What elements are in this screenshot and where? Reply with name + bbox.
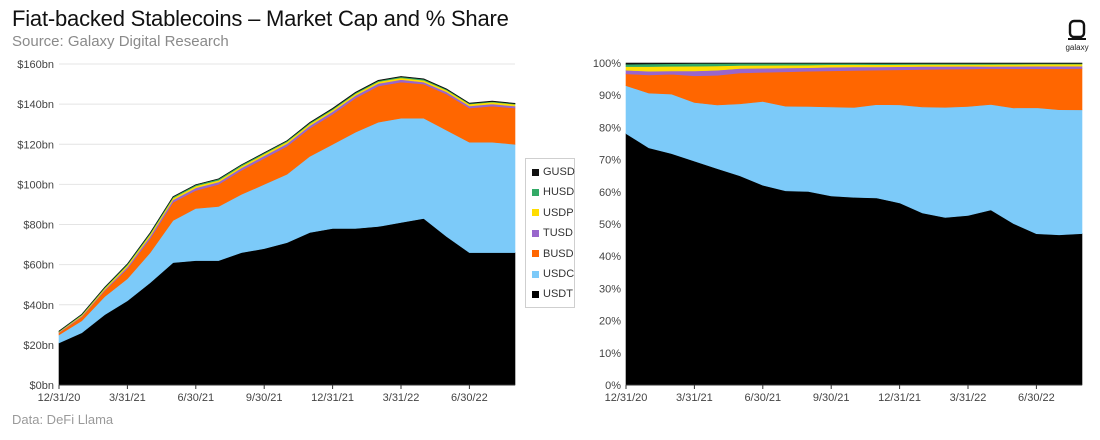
cap-y-tick-label: $80bn <box>23 220 54 232</box>
logo-text: galaxy <box>1065 43 1089 52</box>
cap-x-tick-label: 6/30/21 <box>177 392 214 404</box>
share-x-tick-label: 3/31/22 <box>950 392 987 404</box>
legend-item-usdc: USDC <box>532 268 574 280</box>
cap-area-gusd <box>58 76 516 332</box>
legend-label: USDT <box>543 288 573 301</box>
legend-item-gusd: GUSD <box>532 166 575 178</box>
cap-area-usdt <box>58 218 516 386</box>
legend-swatch <box>532 209 539 217</box>
legend-swatch <box>532 168 539 176</box>
share-y-tick-label: 40% <box>599 251 621 263</box>
cap-y-tick-label: $120bn <box>17 139 54 151</box>
share-x-tick-label: 12/31/20 <box>605 392 648 404</box>
share-x-tick-label: 3/31/21 <box>676 392 713 404</box>
legend-label: TUSD <box>543 227 573 240</box>
share-x-tick-label: 12/31/21 <box>878 392 921 404</box>
legend-swatch <box>532 290 539 298</box>
legend-label: GUSD <box>543 166 575 178</box>
cap-y-tick-label: $0bn <box>30 380 54 392</box>
legend-item-busd: BUSD <box>532 248 574 260</box>
cap-y-tick-label: $140bn <box>17 99 54 111</box>
data-source-footer: Data: DeFi Llama <box>12 412 114 427</box>
cap-x-tick-label: 12/31/20 <box>38 392 81 404</box>
share-x-tick-label: 6/30/21 <box>744 392 781 404</box>
share-y-tick-label: 70% <box>599 155 621 167</box>
legend-item-usdp: USDP <box>532 207 574 219</box>
legend: GUSD HUSD USDP TUSD BUSD USDC USDT <box>525 158 575 308</box>
cap-x-tick-label: 12/31/21 <box>311 392 354 404</box>
cap-x-tick-label: 3/31/22 <box>383 392 420 404</box>
share-y-tick-label: 30% <box>599 283 621 295</box>
share-y-tick-label: 50% <box>599 219 621 231</box>
galaxy-logo-icon <box>1068 19 1086 40</box>
share-y-tick-label: 90% <box>599 90 621 102</box>
chart-title: Fiat-backed Stablecoins – Market Cap and… <box>12 6 509 31</box>
cap-y-tick-label: $20bn <box>23 340 54 352</box>
legend-label: USDC <box>543 268 575 280</box>
share-y-tick-label: 60% <box>599 187 621 199</box>
share-y-tick-label: 10% <box>599 348 621 360</box>
share-y-tick-label: 100% <box>593 58 621 70</box>
cap-y-tick-label: $160bn <box>17 59 54 71</box>
share-y-tick-label: 20% <box>599 316 621 328</box>
legend-swatch <box>532 188 539 196</box>
cap-y-tick-label: $100bn <box>17 179 54 191</box>
cap-x-tick-label: 3/31/21 <box>109 392 146 404</box>
share-area-gusd <box>625 62 1083 65</box>
cap-y-tick-label: $60bn <box>23 260 54 272</box>
legend-item-husd: HUSD <box>532 186 574 198</box>
cap-x-tick-label: 6/30/22 <box>451 392 488 404</box>
legend-label: USDP <box>543 206 574 219</box>
legend-item-usdt: USDT <box>532 288 573 300</box>
cap-y-tick-label: $40bn <box>23 300 54 312</box>
legend-label: BUSD <box>543 247 574 260</box>
legend-label: HUSD <box>543 186 575 199</box>
share-x-tick-label: 6/30/22 <box>1018 392 1055 404</box>
legend-swatch <box>532 229 539 237</box>
chart-subtitle: Source: Galaxy Digital Research <box>12 33 229 50</box>
share-y-tick-label: 80% <box>599 122 621 134</box>
legend-swatch <box>532 250 539 258</box>
share-x-tick-label: 9/30/21 <box>813 392 850 404</box>
share-y-tick-label: 0% <box>605 380 621 392</box>
legend-swatch <box>532 270 539 278</box>
legend-item-tusd: TUSD <box>532 227 573 239</box>
cap-x-tick-label: 9/30/21 <box>246 392 283 404</box>
